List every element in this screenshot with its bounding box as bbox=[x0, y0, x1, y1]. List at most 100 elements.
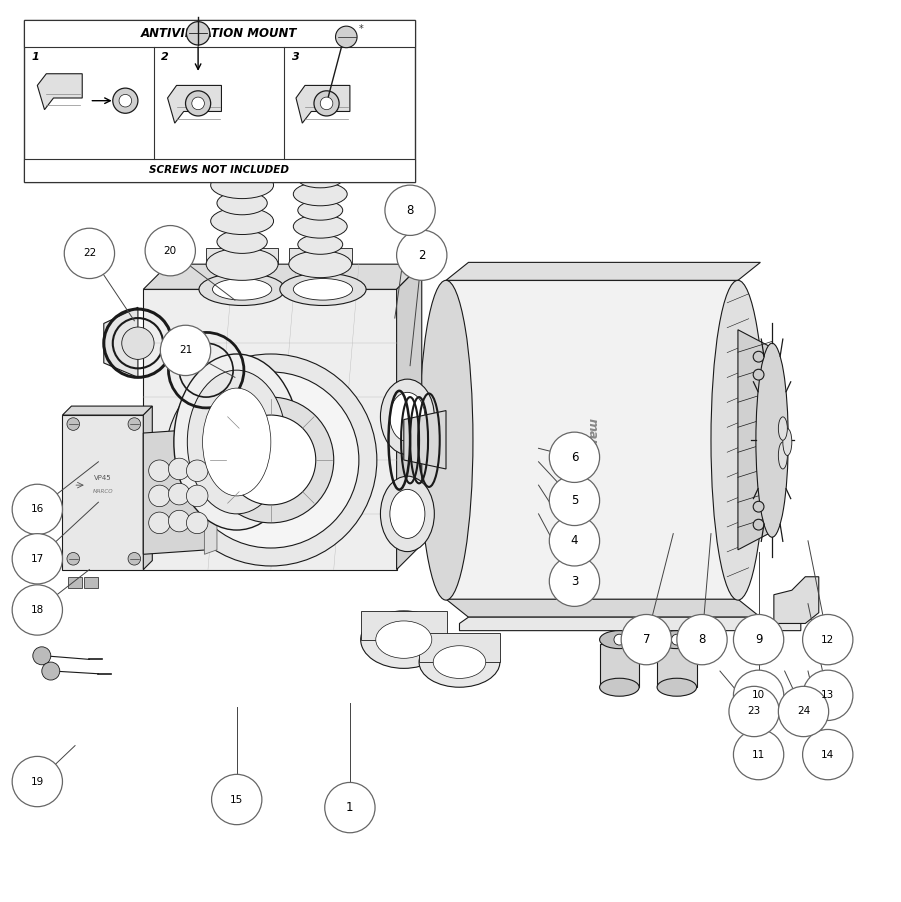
Ellipse shape bbox=[174, 354, 300, 530]
Bar bbox=[84, 576, 98, 587]
Text: 3: 3 bbox=[570, 575, 578, 588]
Ellipse shape bbox=[756, 344, 788, 538]
Circle shape bbox=[192, 97, 205, 110]
Text: 8: 8 bbox=[698, 633, 705, 646]
Circle shape bbox=[13, 584, 62, 635]
Polygon shape bbox=[143, 264, 422, 290]
Text: 21: 21 bbox=[179, 345, 192, 355]
Polygon shape bbox=[396, 264, 422, 569]
Text: 14: 14 bbox=[821, 750, 834, 759]
Ellipse shape bbox=[217, 156, 268, 178]
Ellipse shape bbox=[419, 637, 500, 687]
Circle shape bbox=[385, 185, 435, 235]
Polygon shape bbox=[446, 281, 738, 599]
Text: 6: 6 bbox=[570, 451, 578, 464]
Circle shape bbox=[149, 485, 170, 507]
Ellipse shape bbox=[783, 428, 792, 456]
Ellipse shape bbox=[419, 281, 473, 600]
Ellipse shape bbox=[298, 235, 342, 254]
Bar bbox=[23, 159, 414, 181]
Text: 1: 1 bbox=[346, 801, 354, 815]
Circle shape bbox=[128, 553, 141, 565]
Ellipse shape bbox=[298, 200, 342, 220]
Circle shape bbox=[212, 774, 262, 824]
Circle shape bbox=[145, 226, 196, 276]
Text: 9: 9 bbox=[755, 633, 762, 646]
Circle shape bbox=[168, 511, 190, 532]
Ellipse shape bbox=[360, 611, 447, 668]
Polygon shape bbox=[37, 74, 82, 110]
Polygon shape bbox=[143, 406, 152, 569]
Ellipse shape bbox=[711, 281, 765, 600]
Polygon shape bbox=[168, 86, 222, 124]
Circle shape bbox=[733, 670, 784, 721]
Circle shape bbox=[550, 432, 599, 483]
Ellipse shape bbox=[294, 182, 347, 206]
Circle shape bbox=[32, 647, 50, 665]
Circle shape bbox=[671, 634, 682, 645]
Circle shape bbox=[13, 534, 62, 584]
Polygon shape bbox=[738, 330, 772, 550]
Ellipse shape bbox=[657, 678, 696, 696]
Text: 12: 12 bbox=[821, 635, 834, 645]
Text: *: * bbox=[359, 23, 364, 33]
Ellipse shape bbox=[211, 171, 274, 198]
Polygon shape bbox=[206, 248, 278, 264]
Ellipse shape bbox=[294, 154, 347, 176]
Ellipse shape bbox=[390, 392, 425, 441]
Circle shape bbox=[803, 614, 853, 665]
Ellipse shape bbox=[376, 621, 432, 658]
Circle shape bbox=[320, 97, 332, 110]
Polygon shape bbox=[289, 248, 351, 264]
Circle shape bbox=[753, 351, 764, 362]
Polygon shape bbox=[446, 262, 760, 281]
Text: 4: 4 bbox=[570, 534, 578, 548]
Text: 23: 23 bbox=[748, 706, 760, 716]
Circle shape bbox=[187, 512, 208, 534]
Text: 5: 5 bbox=[570, 494, 578, 507]
Ellipse shape bbox=[280, 273, 366, 306]
Text: 24: 24 bbox=[796, 706, 810, 716]
Circle shape bbox=[396, 230, 447, 281]
Text: 10: 10 bbox=[752, 690, 765, 700]
Ellipse shape bbox=[122, 327, 154, 359]
Ellipse shape bbox=[206, 248, 278, 281]
Ellipse shape bbox=[778, 417, 787, 440]
Circle shape bbox=[67, 553, 79, 565]
Circle shape bbox=[41, 662, 59, 680]
Polygon shape bbox=[143, 428, 208, 555]
Ellipse shape bbox=[599, 678, 639, 696]
Ellipse shape bbox=[199, 273, 286, 306]
Circle shape bbox=[149, 512, 170, 534]
Polygon shape bbox=[460, 617, 801, 630]
Polygon shape bbox=[657, 644, 696, 687]
Ellipse shape bbox=[217, 191, 268, 215]
Text: 2: 2 bbox=[161, 52, 169, 62]
Text: 2: 2 bbox=[418, 249, 425, 262]
Bar bbox=[23, 20, 414, 181]
Text: ANTIVIBRATION MOUNT: ANTIVIBRATION MOUNT bbox=[141, 27, 297, 40]
Text: 16: 16 bbox=[31, 504, 44, 514]
Ellipse shape bbox=[211, 207, 274, 235]
Bar bbox=[68, 576, 82, 587]
Circle shape bbox=[614, 634, 624, 645]
Circle shape bbox=[753, 502, 764, 512]
Text: MARCO: MARCO bbox=[93, 489, 114, 494]
Bar bbox=[23, 20, 414, 47]
Polygon shape bbox=[104, 308, 138, 377]
Ellipse shape bbox=[298, 170, 342, 188]
Circle shape bbox=[803, 670, 853, 721]
Circle shape bbox=[733, 614, 784, 665]
Circle shape bbox=[64, 228, 114, 279]
Polygon shape bbox=[143, 290, 396, 569]
Circle shape bbox=[621, 614, 671, 665]
Ellipse shape bbox=[289, 251, 351, 278]
Ellipse shape bbox=[390, 490, 425, 538]
Ellipse shape bbox=[217, 230, 268, 253]
Polygon shape bbox=[296, 86, 350, 124]
Polygon shape bbox=[62, 415, 143, 569]
Circle shape bbox=[113, 88, 138, 114]
Circle shape bbox=[119, 95, 132, 107]
Polygon shape bbox=[205, 433, 217, 555]
Circle shape bbox=[550, 516, 599, 566]
